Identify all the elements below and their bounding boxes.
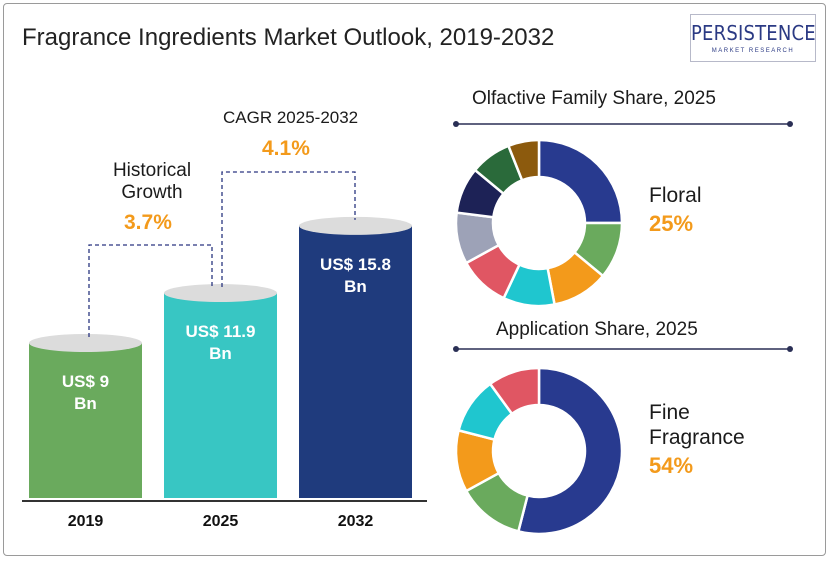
bar-value-label: US$ 11.9 bbox=[186, 322, 256, 341]
donut-slice bbox=[506, 138, 541, 182]
bar-value-label: US$ 9 bbox=[62, 372, 109, 391]
cagr-label: CAGR 2025-2032 bbox=[223, 108, 359, 127]
bar-2019 bbox=[29, 343, 142, 498]
frame-border bbox=[3, 3, 826, 556]
olfactive-donut bbox=[454, 138, 624, 308]
historical-growth-label-line1: Historical bbox=[112, 160, 192, 181]
logo-word: PERSISTENCE bbox=[691, 21, 816, 45]
historical-growth-label: Historical Growth bbox=[97, 160, 207, 204]
bar-value-label: Bn bbox=[209, 344, 232, 363]
bar-2032 bbox=[299, 225, 412, 498]
application-donut bbox=[454, 366, 624, 536]
donut-slice bbox=[537, 138, 624, 225]
x-tick-label: 2019 bbox=[68, 513, 104, 530]
bar-value-label: Bn bbox=[74, 394, 97, 413]
donut-slice bbox=[516, 366, 624, 536]
olfactive-highlight-label: Floral bbox=[649, 184, 702, 207]
logo-subtitle: MARKET RESEARCH bbox=[711, 48, 795, 54]
application-highlight-value: 54% bbox=[649, 453, 694, 478]
x-tick-label: 2032 bbox=[338, 513, 374, 530]
bar-top-2032 bbox=[299, 216, 412, 235]
historical-growth-label-line2: Growth bbox=[121, 182, 183, 203]
brand-logo: PERSISTENCE MARKET RESEARCH bbox=[690, 14, 816, 62]
bar-value-label: Bn bbox=[344, 277, 367, 296]
olfactive-highlight-value: 25% bbox=[649, 211, 694, 236]
donut-slice bbox=[488, 366, 541, 416]
application-highlight-label: Fine Fragrance bbox=[649, 400, 745, 450]
olfactive-chart-title: Olfactive Family Share, 2025 bbox=[472, 88, 716, 109]
application-divider bbox=[453, 346, 793, 352]
application-chart-title: Application Share, 2025 bbox=[496, 319, 698, 340]
historical-growth-connector bbox=[88, 244, 213, 337]
bar-top-2025 bbox=[164, 284, 277, 303]
historical-growth-value: 3.7% bbox=[124, 211, 172, 234]
bar-value-label: US$ 15.8 bbox=[320, 255, 391, 274]
bar-2025 bbox=[164, 293, 277, 498]
application-highlight-label-line1: Fine bbox=[649, 401, 690, 424]
cagr-value: 4.1% bbox=[262, 137, 310, 160]
x-tick-label: 2025 bbox=[203, 513, 239, 530]
page-title: Fragrance Ingredients Market Outlook, 20… bbox=[22, 24, 555, 51]
olfactive-divider bbox=[453, 121, 793, 127]
bar-top-2019 bbox=[29, 334, 142, 352]
application-highlight-label-line2: Fragrance bbox=[649, 426, 745, 449]
cagr-connector bbox=[221, 171, 356, 288]
